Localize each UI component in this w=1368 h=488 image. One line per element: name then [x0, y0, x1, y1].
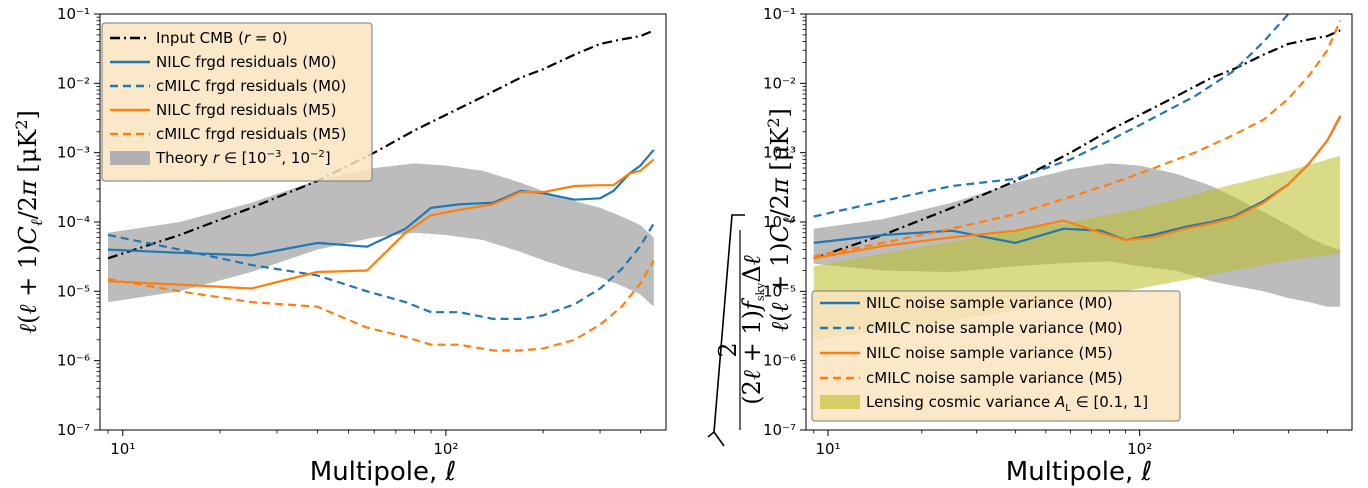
- left-legend: Input CMB (r = 0) NILC frgd residuals (M…: [101, 22, 373, 182]
- svg-text:NILC frgd residuals (M0): NILC frgd residuals (M0): [156, 53, 336, 71]
- x-tick-label: 10²: [433, 440, 458, 458]
- x-tick-label: 10²: [1127, 440, 1152, 458]
- svg-text:NILC noise sample variance (M0: NILC noise sample variance (M0): [866, 294, 1113, 312]
- legend-item-nilc-noise-m5: NILC noise sample variance (M5): [820, 344, 1113, 362]
- y-tick-label: 10⁻⁶: [763, 352, 796, 370]
- svg-text:Lensing cosmic variance AL ∈ [: Lensing cosmic variance AL ∈ [0.1, 1]: [866, 393, 1148, 414]
- y-tick-label: 10⁻²: [57, 74, 90, 92]
- right-y-axis-label: 2 (2ℓ + 1)fskyΔℓ ℓ(ℓ + 1)Cℓ/2π [μK2]: [707, 108, 798, 447]
- band-0-0: [108, 163, 654, 307]
- y-tick-label: 10⁻⁶: [57, 352, 90, 370]
- y-tick-label: 10⁻⁴: [57, 213, 90, 231]
- y-tick-label: 10⁻⁵: [57, 282, 90, 300]
- left-panel: 10¹ 10² 10⁻⁷ 10⁻⁶ 10⁻⁵ 10⁻⁴ 10⁻³ 10⁻² 10⁻¹ Multi…: [12, 5, 667, 487]
- y-tick-label: 10⁻¹: [57, 5, 90, 23]
- legend-item-cmilc-noise-m0: cMILC noise sample variance (M0): [820, 319, 1123, 337]
- svg-text:cMILC noise sample variance (M: cMILC noise sample variance (M0): [866, 319, 1123, 337]
- right-legend: NILC noise sample variance (M0) cMILC no…: [811, 290, 1181, 422]
- svg-text:cMILC frgd residuals (M5): cMILC frgd residuals (M5): [156, 125, 346, 143]
- legend-item-nilc-m0: NILC frgd residuals (M0): [110, 53, 336, 71]
- series-line-1-2: [813, 14, 1290, 218]
- left-y-axis-label: ℓ(ℓ + 1)Cℓ/2π [μK2]: [12, 110, 46, 334]
- series-line-1-4: [813, 20, 1342, 258]
- right-ticks: 10¹ 10² 10⁻⁷ 10⁻⁶ 10⁻⁵ 10⁻⁴ 10⁻³ 10⁻² 10⁻¹: [763, 5, 1328, 458]
- y-tick-label: 10⁻³: [57, 144, 90, 162]
- x-tick-label: 10¹: [110, 440, 135, 458]
- y-tick-label: 10⁻⁷: [57, 421, 90, 439]
- y-tick-label: 10⁻¹: [763, 5, 796, 23]
- svg-text:cMILC frgd residuals (M0): cMILC frgd residuals (M0): [156, 77, 346, 95]
- svg-text:(2ℓ + 1)fskyΔℓ: (2ℓ + 1)fskyΔℓ: [738, 255, 767, 404]
- legend-item-lensing-band: Lensing cosmic variance AL ∈ [0.1, 1]: [820, 393, 1148, 414]
- left-ticks: 10¹ 10² 10⁻⁷ 10⁻⁶ 10⁻⁵ 10⁻⁴ 10⁻³ 10⁻² 10⁻¹: [57, 5, 641, 458]
- svg-text:NILC frgd residuals (M5): NILC frgd residuals (M5): [156, 101, 336, 119]
- y-tick-label: 10⁻⁵: [763, 282, 796, 300]
- svg-text:NILC noise sample variance (M5: NILC noise sample variance (M5): [866, 344, 1113, 362]
- svg-text:cMILC noise sample variance (M: cMILC noise sample variance (M5): [866, 369, 1123, 387]
- legend-item-nilc-m5: NILC frgd residuals (M5): [110, 101, 336, 119]
- svg-text:ℓ(ℓ + 1)Cℓ/2π [μK2]: ℓ(ℓ + 1)Cℓ/2π [μK2]: [764, 108, 798, 332]
- right-x-axis-label: Multipole, ℓ: [1006, 457, 1152, 487]
- x-tick-label: 10¹: [815, 440, 840, 458]
- series-line-0-2: [107, 222, 655, 320]
- legend-item-cmilc-m0: cMILC frgd residuals (M0): [110, 77, 346, 95]
- y-tick-label: 10⁻³: [763, 144, 796, 162]
- legend-item-nilc-noise-m0: NILC noise sample variance (M0): [820, 294, 1113, 312]
- left-x-axis-label: Multipole, ℓ: [310, 457, 456, 487]
- svg-text:Theory r ∈ [10−3, 10−2]: Theory r ∈ [10−3, 10−2]: [155, 149, 331, 167]
- y-tick-label: 10⁻⁷: [763, 421, 796, 439]
- svg-text:Input CMB (r = 0): Input CMB (r = 0): [156, 29, 288, 47]
- y-tick-label: 10⁻²: [763, 74, 796, 92]
- left-series-lines: [107, 29, 655, 352]
- series-line-0-0: [107, 29, 655, 260]
- left-theory-band: [108, 163, 654, 307]
- series-line-0-3: [107, 158, 655, 290]
- legend-item-cmilc-m5: cMILC frgd residuals (M5): [110, 125, 346, 143]
- legend-item-theory-band: Theory r ∈ [10−3, 10−2]: [110, 149, 331, 167]
- series-line-1-3: [813, 115, 1342, 260]
- right-panel: 10¹ 10² 10⁻⁷ 10⁻⁶ 10⁻⁵ 10⁻⁴ 10⁻³ 10⁻² 10⁻¹ Multi…: [707, 5, 1353, 487]
- right-series-lines: [813, 14, 1342, 260]
- y-tick-label: 10⁻⁴: [763, 213, 796, 231]
- legend-item-cmilc-noise-m5: cMILC noise sample variance (M5): [820, 369, 1123, 387]
- legend-item-input-cmb: Input CMB (r = 0): [110, 29, 288, 47]
- series-line-0-1: [107, 149, 655, 257]
- series-line-0-4: [107, 259, 655, 352]
- svg-text:2: 2: [714, 342, 742, 357]
